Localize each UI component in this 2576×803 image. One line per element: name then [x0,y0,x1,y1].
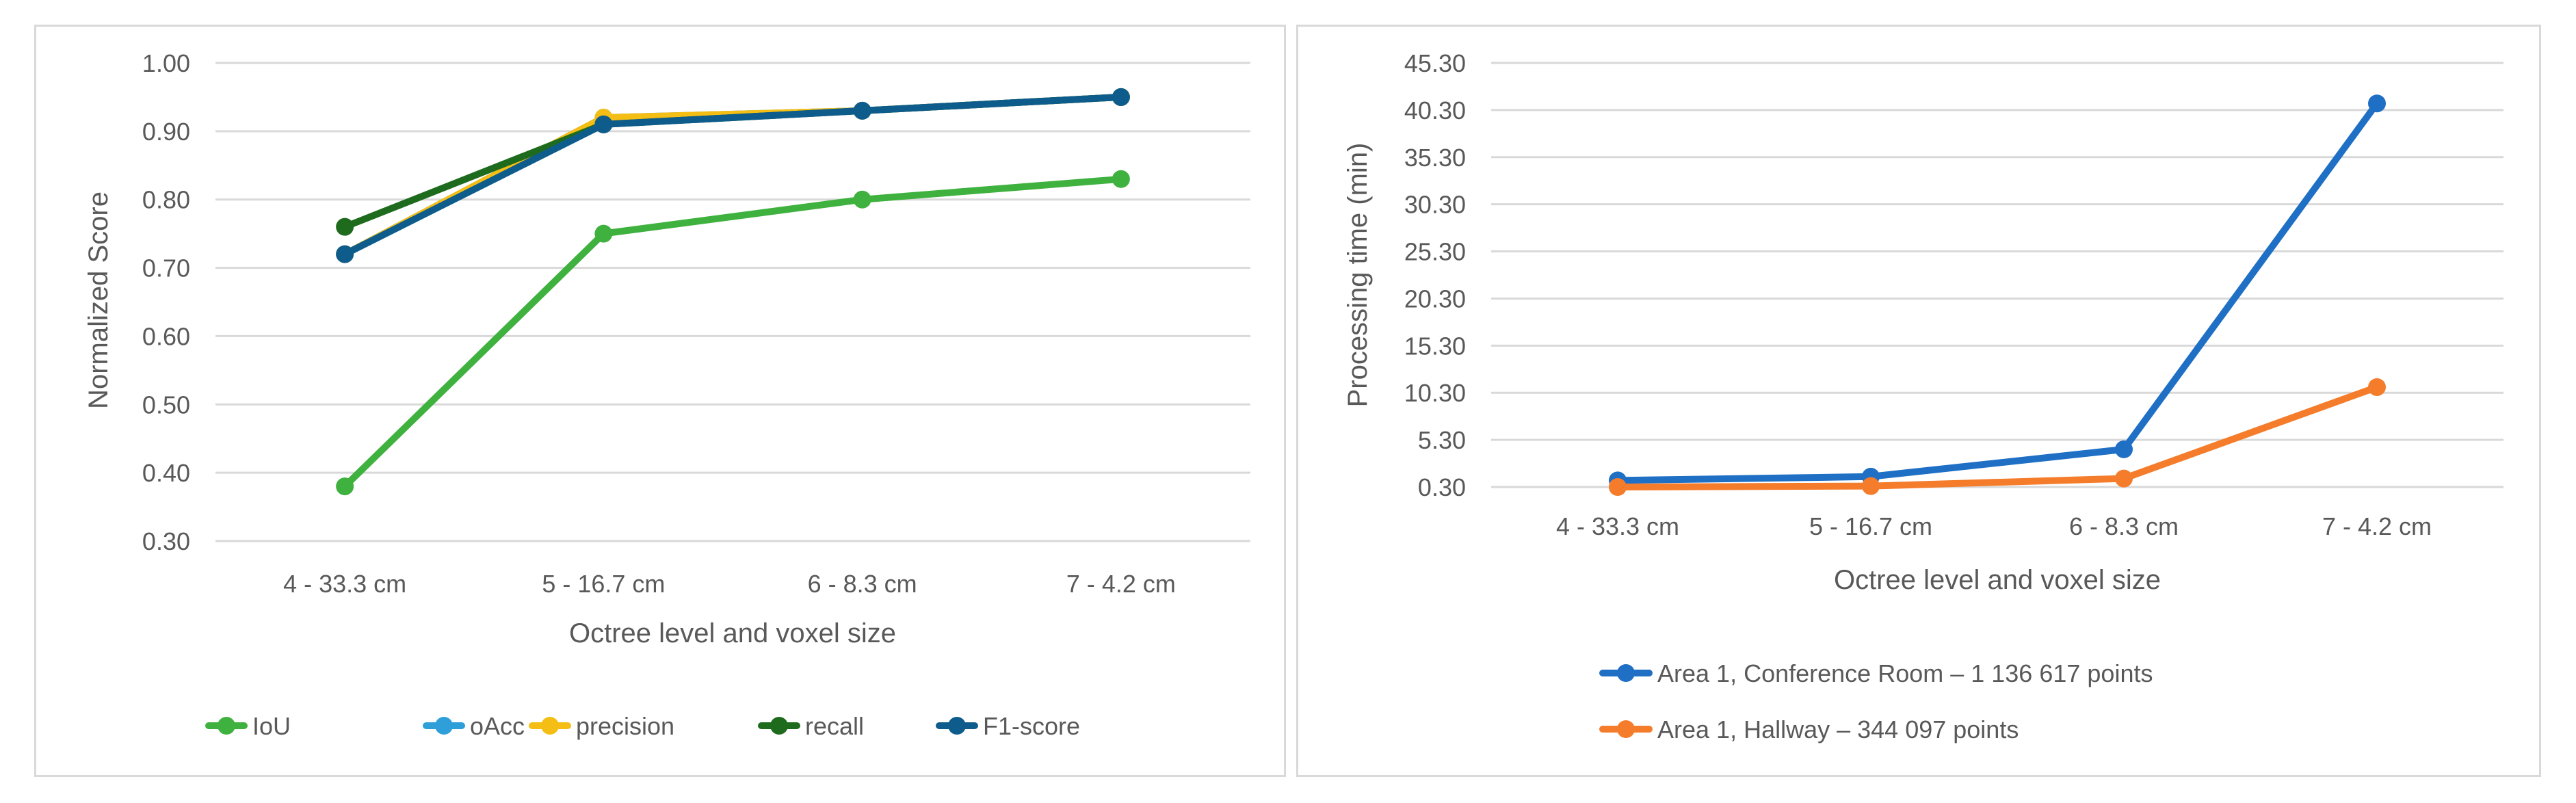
x-tick-label: 7 - 4.2 cm [2322,512,2432,540]
legend-item-precision: precision [529,712,674,740]
y-tick-label: 25.30 [1404,238,1466,266]
legend-label: F1-score [983,712,1080,740]
x-axis-label: Octree level and voxel size [569,618,896,648]
y-tick-label: 0.60 [142,322,190,350]
legend-label: precision [576,712,674,740]
y-tick-label: 20.30 [1404,285,1466,313]
chart-panel-processing-time: 0.30 5.30 10.30 15.30 20.30 25.30 30.30 35.30 40… [1296,25,2541,777]
legend-label: IoU [252,712,291,740]
x-axis-label: Octree level and voxel size [1834,565,2161,595]
gridlines [1491,62,2503,488]
x-tick-label: 4 - 33.3 cm [283,570,406,598]
chart-panel-normalized-score: 0.30 0.40 0.50 0.60 0.70 0.80 0.90 1.00 4 - 33.… [34,25,1286,777]
data-point-area-1-hallway-344-097-points [1609,478,1627,496]
y-tick-label: 5.30 [1418,426,1466,454]
series-line-area-1-conference-room-1-136-617-points [1614,100,2380,484]
legend-marker [541,717,559,735]
y-tick-label: 35.30 [1404,144,1466,172]
data-point-f1-score [336,245,354,263]
x-tick-labels: 4 - 33.3 cm 5 - 16.7 cm 6 - 8.3 cm 7 - 4.2 … [1556,512,2432,540]
legend-marker [770,717,788,735]
x-tick-label: 4 - 33.3 cm [1556,512,1679,540]
y-axis-label: Processing time (min) [1343,143,1373,408]
series-line-area-1-hallway-344-097-points [1614,384,2380,490]
data-point-f1-score [853,101,871,120]
legend-item-iou: IoU [205,712,291,740]
legend-marker [218,717,235,735]
y-tick-label: 0.90 [142,118,190,146]
data-point-area-1-conference-room-1-136-617-points [2115,440,2133,458]
legend-marker [1617,664,1635,682]
series-line-iou [341,175,1125,490]
legend-item-area-1-conference-room-1-136-617-points: Area 1, Conference Room – 1 136 617 poin… [1599,659,2153,687]
y-tick-label: 30.30 [1404,191,1466,219]
data-point-area-1-hallway-344-097-points [2368,378,2386,396]
y-tick-label: 0.30 [142,527,190,555]
legend-marker [948,717,966,735]
y-tick-label: 0.30 [1418,473,1466,501]
legend-label: oAcc [470,712,525,740]
legend-item-area-1-hallway-344-097-points: Area 1, Hallway – 344 097 points [1599,715,2019,743]
data-point-iou [336,477,354,496]
legend: Area 1, Conference Room – 1 136 617 poin… [1599,659,2153,743]
y-tick-labels: 0.30 5.30 10.30 15.30 20.30 25.30 30.30 35.30 40… [1404,49,1466,501]
y-tick-label: 40.30 [1404,96,1466,124]
series-line-f1-score [341,93,1125,258]
x-tick-label: 6 - 8.3 cm [2069,512,2179,540]
y-axis-label: Normalized Score [83,192,114,409]
legend-item-oacc: oAcc [423,712,525,740]
y-tick-label: 0.40 [142,459,190,487]
y-tick-label: 1.00 [142,49,190,77]
y-tick-labels: 0.30 0.40 0.50 0.60 0.70 0.80 0.90 1.00 [142,49,190,555]
y-tick-label: 0.50 [142,391,190,419]
series-lines [336,88,1130,496]
legend-marker [435,717,453,735]
y-tick-label: 15.30 [1404,332,1466,360]
legend-item-f1-score: F1-score [936,712,1080,740]
data-point-recall [336,218,354,236]
data-point-area-1-hallway-344-097-points [2115,469,2133,488]
series-lines [1609,94,2386,496]
gridlines [215,62,1250,542]
legend-label: Area 1, Conference Room – 1 136 617 poin… [1657,659,2153,687]
x-tick-label: 5 - 16.7 cm [1809,512,1932,540]
data-point-f1-score [594,115,613,133]
y-tick-label: 0.70 [142,254,190,282]
legend-label: recall [805,712,864,740]
data-point-iou [1112,170,1130,188]
data-point-iou [853,190,871,209]
x-tick-label: 7 - 4.2 cm [1066,570,1176,598]
data-point-iou [594,224,613,243]
x-tick-labels: 4 - 33.3 cm 5 - 16.7 cm 6 - 8.3 cm 7 - 4.2 … [283,570,1176,598]
y-tick-label: 0.80 [142,186,190,214]
normalized-score-chart: 0.30 0.40 0.50 0.60 0.70 0.80 0.90 1.00 4 - 33.… [83,49,1250,740]
y-tick-label: 10.30 [1404,379,1466,407]
x-tick-label: 6 - 8.3 cm [808,570,917,598]
processing-time-chart: 0.30 5.30 10.30 15.30 20.30 25.30 30.30 35.30 40… [1343,49,2503,743]
data-point-area-1-hallway-344-097-points [1862,477,1880,495]
data-point-area-1-conference-room-1-136-617-points [2368,94,2386,113]
legend-label: Area 1, Hallway – 344 097 points [1657,715,2019,743]
legend-marker [1617,720,1635,738]
legend-item-recall: recall [758,712,864,740]
y-tick-label: 45.30 [1404,49,1466,77]
data-point-f1-score [1112,88,1130,106]
legend: IoU oAcc precision recall F1-score [205,712,1080,740]
x-tick-label: 5 - 16.7 cm [542,570,665,598]
